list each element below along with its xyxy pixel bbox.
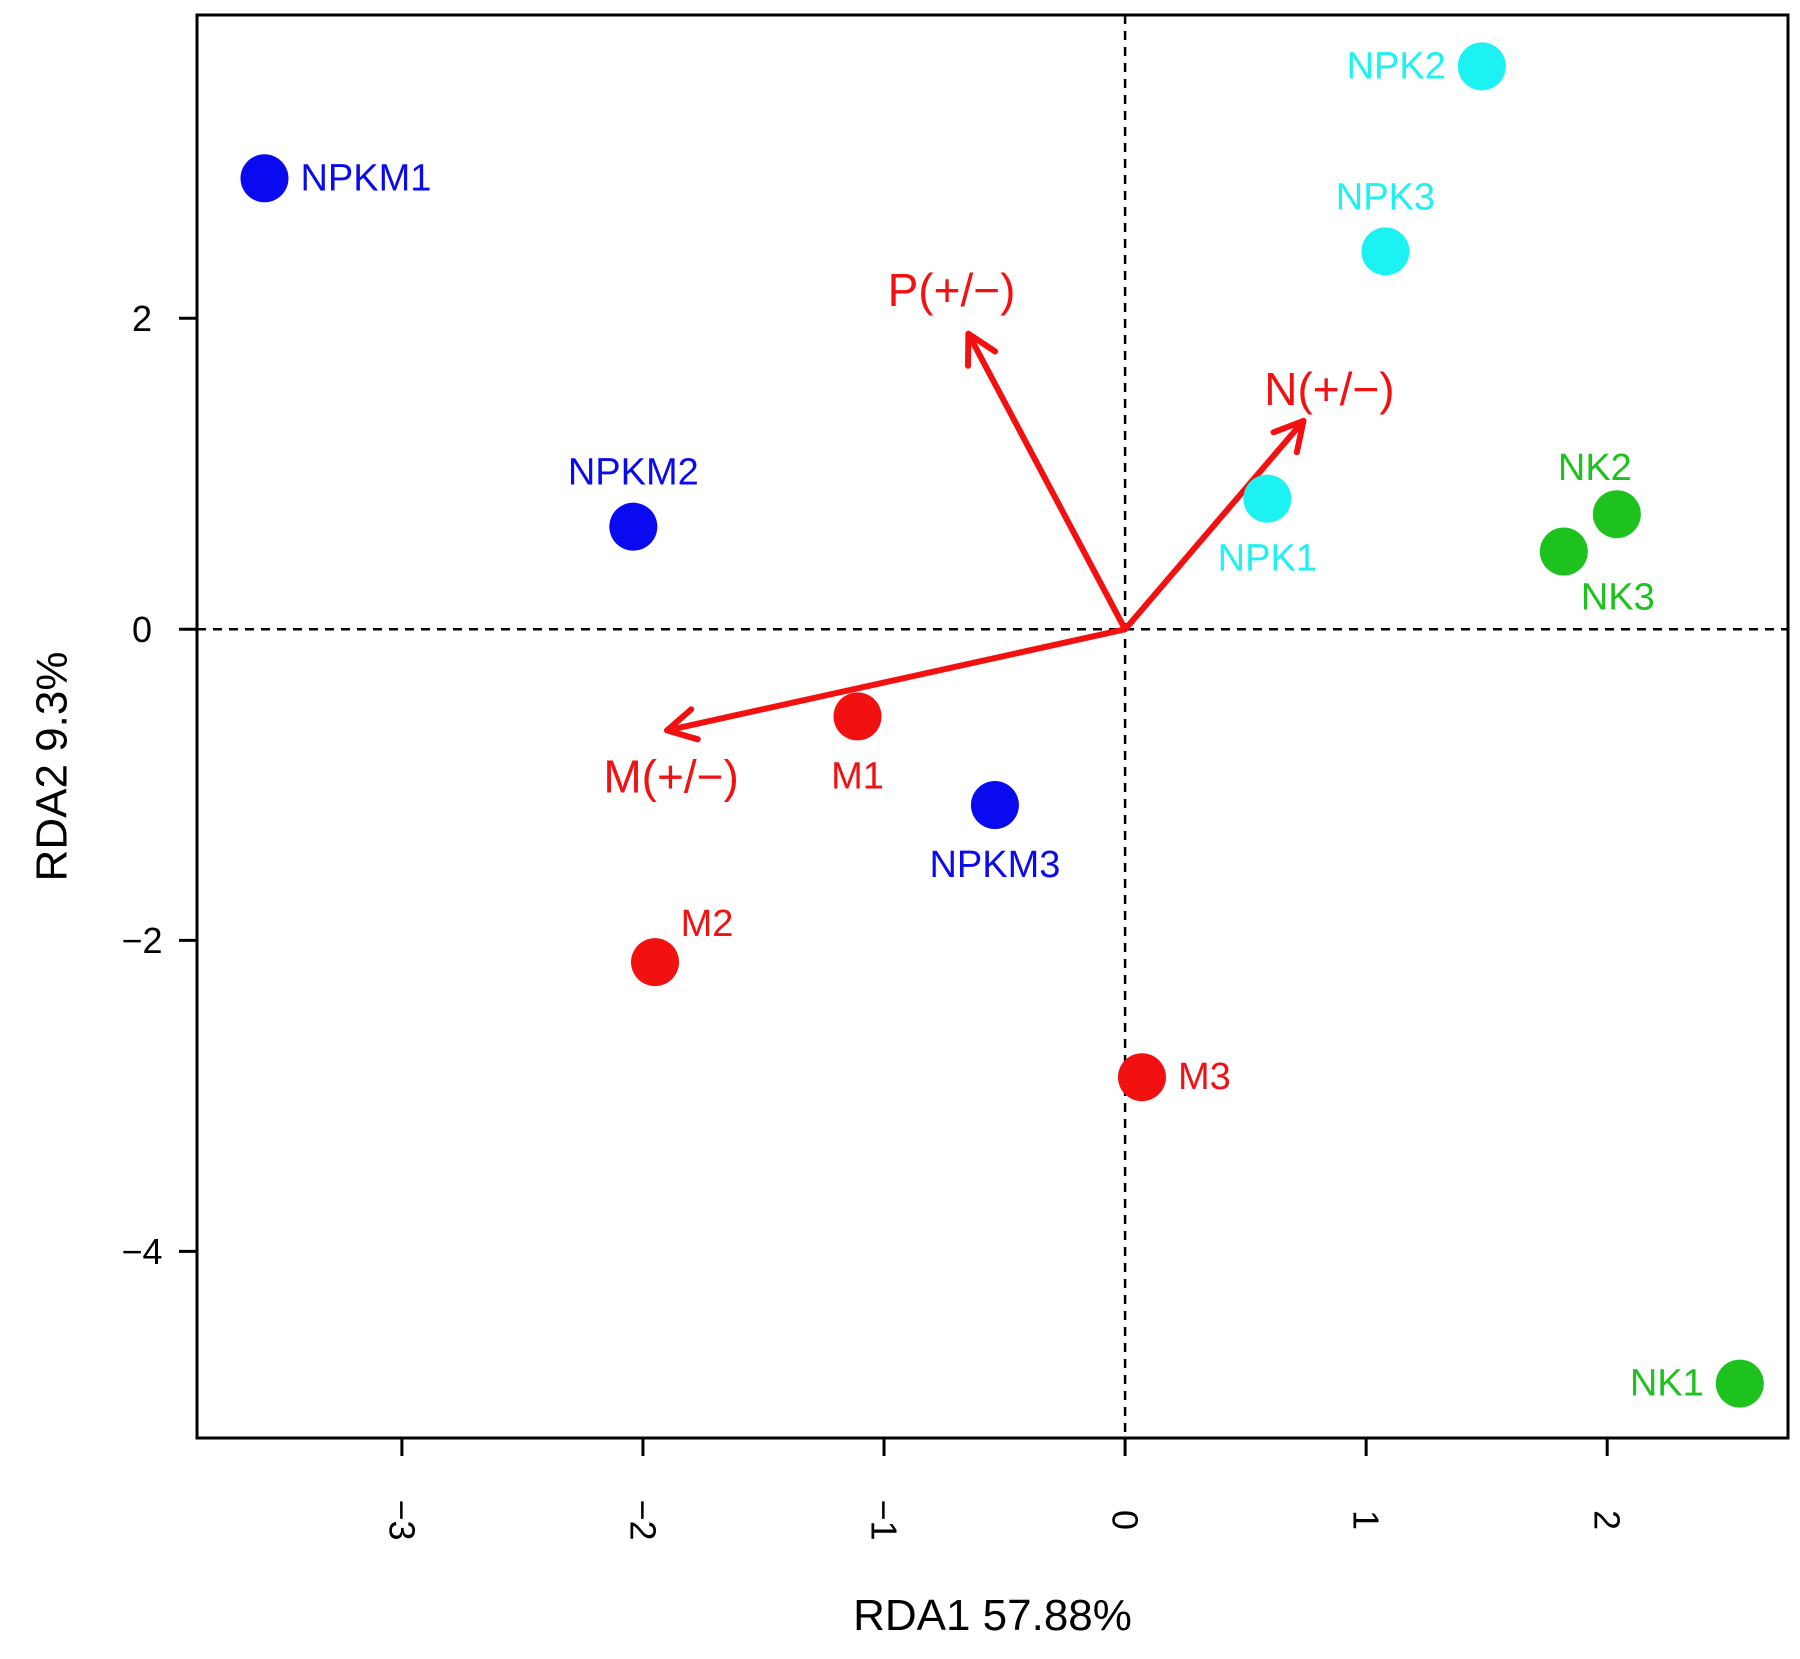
- sample-point-m2: [631, 938, 680, 987]
- sample-label-m1: M1: [831, 755, 884, 797]
- sample-point-npkm2: [609, 502, 658, 551]
- y-axis-title: RDA2 9.3%: [28, 652, 77, 882]
- x-tick-label: 1: [1346, 1510, 1387, 1530]
- x-tick-label: 2: [1587, 1510, 1628, 1530]
- x-tick-label: −3: [381, 1499, 422, 1540]
- sample-point-nk2: [1592, 490, 1641, 539]
- x-tick-label: 0: [1105, 1510, 1146, 1530]
- y-tick-label: 0: [132, 609, 152, 650]
- sample-point-m1: [833, 692, 882, 741]
- sample-label-npk2: NPK2: [1347, 45, 1446, 87]
- sample-point-m3: [1117, 1053, 1166, 1102]
- x-tick-label: −2: [622, 1499, 663, 1540]
- x-axis-title: RDA1 57.88%: [853, 1591, 1132, 1640]
- sample-label-npk3: NPK3: [1336, 176, 1435, 218]
- arrow-label: P(+/−): [888, 264, 1016, 316]
- sample-label-npkm1: NPKM1: [300, 157, 431, 199]
- x-tick-label: −1: [864, 1499, 905, 1540]
- arrow-head: [1270, 417, 1307, 456]
- sample-label-npkm2: NPKM2: [568, 452, 699, 494]
- sample-point-npkm3: [970, 781, 1019, 830]
- y-tick-label: −2: [121, 920, 162, 961]
- sample-label-nk3: NK3: [1581, 577, 1655, 619]
- y-tick-label: −4: [121, 1231, 162, 1272]
- sample-label-nk1: NK1: [1630, 1363, 1704, 1405]
- sample-point-npk2: [1457, 42, 1506, 91]
- sample-label-m3: M3: [1178, 1056, 1231, 1098]
- arrow-label: N(+/−): [1264, 363, 1394, 415]
- plot-layer: −3 −2 −1 0 1 2 −4 −2 0 2 RDA1 57.88% RDA2 9.3% P(+/−…: [28, 13, 1790, 1640]
- arrow-shaft: [965, 330, 1129, 633]
- sample-point-npk1: [1243, 474, 1292, 523]
- sample-point-nk3: [1539, 527, 1588, 576]
- sample-point-npk3: [1361, 227, 1410, 276]
- plot-frame: [195, 13, 1790, 1440]
- arrow-label: M(+/−): [603, 750, 738, 802]
- arrow-head: [664, 706, 701, 743]
- arrow-shaft: [1122, 417, 1307, 633]
- sample-label-npk1: NPK1: [1218, 538, 1317, 580]
- arrow-shaft: [664, 626, 1129, 734]
- sample-point-npkm1: [240, 154, 289, 203]
- sample-point-nk1: [1715, 1359, 1764, 1408]
- y-tick-label: 2: [132, 298, 152, 339]
- sample-label-npkm3: NPKM3: [929, 844, 1060, 886]
- sample-label-nk2: NK2: [1558, 447, 1632, 489]
- arrow-head: [964, 330, 999, 369]
- sample-label-m2: M2: [681, 903, 734, 945]
